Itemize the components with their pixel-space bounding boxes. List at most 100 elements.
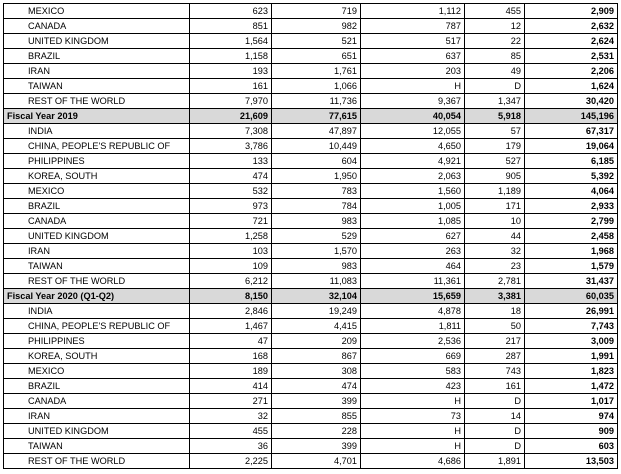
value-cell-4: 905	[464, 168, 525, 184]
row-label: INDIA	[3, 303, 190, 319]
value-cell-1: 3,786	[189, 138, 272, 154]
row-label: TAIWAN	[3, 258, 190, 274]
row-label: UNITED KINGDOM	[3, 423, 190, 439]
value-cell-1: 189	[189, 363, 272, 379]
table-row: INDIA 2,846 19,249 4,878 18 26,991	[3, 303, 618, 319]
value-cell-2: 1,950	[271, 168, 361, 184]
value-cell-4: 455	[464, 3, 525, 19]
value-cell-3: H	[360, 393, 465, 409]
row-label: INDIA	[3, 123, 190, 139]
total-cell: 3,009	[524, 333, 618, 349]
row-label: CANADA	[3, 393, 190, 409]
value-cell-2: 10,449	[271, 138, 361, 154]
value-cell-1: 103	[189, 243, 272, 259]
value-cell-4: 217	[464, 333, 525, 349]
row-label: BRAZIL	[3, 378, 190, 394]
value-cell-1: 193	[189, 63, 272, 79]
row-label: TAIWAN	[3, 78, 190, 94]
value-cell-4: 85	[464, 48, 525, 64]
row-label: CHINA, PEOPLE'S REPUBLIC OF	[3, 138, 190, 154]
value-cell-2: 1,761	[271, 63, 361, 79]
value-cell-4: D	[464, 438, 525, 454]
value-cell-3: 11,361	[360, 273, 465, 289]
value-cell-2: 1,570	[271, 243, 361, 259]
value-cell-3: 637	[360, 48, 465, 64]
table-row: CANADA 271 399 H D 1,017	[3, 393, 618, 409]
table-row: MEXICO 189 308 583 743 1,823	[3, 363, 618, 379]
total-cell: 5,392	[524, 168, 618, 184]
total-cell: 7,743	[524, 318, 618, 334]
value-cell-2: 1,066	[271, 78, 361, 94]
value-cell-4: 50	[464, 318, 525, 334]
value-cell-4: 527	[464, 153, 525, 169]
value-cell-1: 851	[189, 18, 272, 34]
table-row: REST OF THE WORLD 2,225 4,701 4,686 1,891 13,…	[3, 453, 618, 469]
value-cell-2: 521	[271, 33, 361, 49]
value-cell-1: 2,225	[189, 453, 272, 469]
row-label: MEXICO	[3, 3, 190, 19]
table-row: PHILIPPINES 47 209 2,536 217 3,009	[3, 333, 618, 349]
value-cell-3: 2,536	[360, 333, 465, 349]
row-label: Fiscal Year 2019	[3, 108, 190, 124]
value-cell-3: 627	[360, 228, 465, 244]
row-label: PHILIPPINES	[3, 153, 190, 169]
value-cell-2: 982	[271, 18, 361, 34]
value-cell-1: 455	[189, 423, 272, 439]
table-row: TAIWAN 109 983 464 23 1,579	[3, 258, 618, 274]
total-cell: 2,458	[524, 228, 618, 244]
value-cell-3: 1,560	[360, 183, 465, 199]
value-cell-4: 12	[464, 18, 525, 34]
value-cell-2: 32,104	[271, 288, 361, 304]
table-row: PHILIPPINES 133 604 4,921 527 6,185	[3, 153, 618, 169]
row-label: REST OF THE WORLD	[3, 273, 190, 289]
value-cell-4: 32	[464, 243, 525, 259]
value-cell-1: 2,846	[189, 303, 272, 319]
table-row: CANADA 721 983 1,085 10 2,799	[3, 213, 618, 229]
table-row: IRAN 193 1,761 203 49 2,206	[3, 63, 618, 79]
value-cell-4: 179	[464, 138, 525, 154]
total-cell: 1,823	[524, 363, 618, 379]
total-cell: 2,909	[524, 3, 618, 19]
total-cell: 31,437	[524, 273, 618, 289]
value-cell-4: 743	[464, 363, 525, 379]
value-cell-4: D	[464, 393, 525, 409]
table-row: IRAN 32 855 73 14 974	[3, 408, 618, 424]
row-label: UNITED KINGDOM	[3, 228, 190, 244]
fiscal-year-row: Fiscal Year 2019 21,609 77,615 40,054 5,918 1…	[3, 108, 618, 124]
row-label: CANADA	[3, 213, 190, 229]
value-cell-4: 14	[464, 408, 525, 424]
value-cell-1: 1,158	[189, 48, 272, 64]
value-cell-2: 784	[271, 198, 361, 214]
value-cell-2: 604	[271, 153, 361, 169]
value-cell-4: 1,189	[464, 183, 525, 199]
value-cell-2: 11,083	[271, 273, 361, 289]
value-cell-2: 529	[271, 228, 361, 244]
row-label: TAIWAN	[3, 438, 190, 454]
row-label: Fiscal Year 2020 (Q1-Q2)	[3, 288, 190, 304]
value-cell-1: 7,308	[189, 123, 272, 139]
value-cell-4: 10	[464, 213, 525, 229]
total-cell: 26,991	[524, 303, 618, 319]
value-cell-3: H	[360, 438, 465, 454]
row-label: CHINA, PEOPLE'S REPUBLIC OF	[3, 318, 190, 334]
row-label: IRAN	[3, 408, 190, 424]
table-row: TAIWAN 36 399 H D 603	[3, 438, 618, 454]
value-cell-4: 5,918	[464, 108, 525, 124]
value-cell-2: 4,415	[271, 318, 361, 334]
value-cell-1: 973	[189, 198, 272, 214]
row-label: KOREA, SOUTH	[3, 348, 190, 364]
table-row: KOREA, SOUTH 168 867 669 287 1,991	[3, 348, 618, 364]
value-cell-2: 719	[271, 3, 361, 19]
value-cell-1: 1,258	[189, 228, 272, 244]
value-cell-1: 474	[189, 168, 272, 184]
table-row: UNITED KINGDOM 1,564 521 517 22 2,624	[3, 33, 618, 49]
table-body: MEXICO 623 719 1,112 455 2,909 CANADA 851 982 787…	[3, 3, 618, 469]
total-cell: 1,017	[524, 393, 618, 409]
value-cell-2: 399	[271, 438, 361, 454]
value-cell-4: 23	[464, 258, 525, 274]
value-cell-3: 1,085	[360, 213, 465, 229]
total-cell: 909	[524, 423, 618, 439]
value-cell-4: 18	[464, 303, 525, 319]
value-cell-4: 44	[464, 228, 525, 244]
value-cell-1: 6,212	[189, 273, 272, 289]
